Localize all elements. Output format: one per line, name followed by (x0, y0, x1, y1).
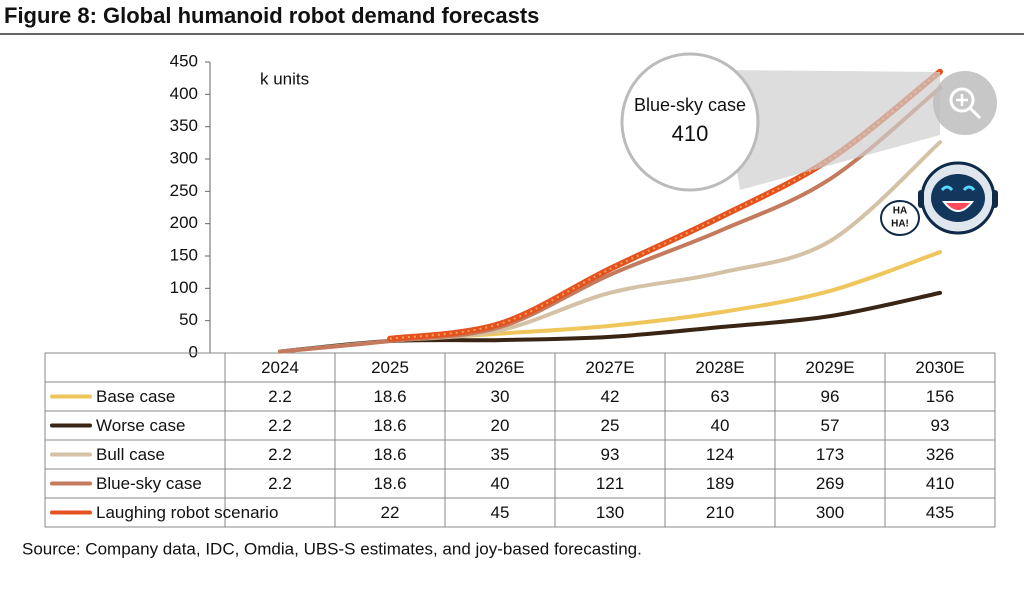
callout-wedge (720, 70, 940, 190)
x-tick-label: 2029E (805, 358, 854, 377)
callout-value: 410 (672, 121, 709, 146)
table-value: 45 (491, 503, 510, 522)
table-value: 269 (816, 474, 844, 493)
speech-bubble: HA HA! (880, 200, 920, 236)
y-tick-label: 50 (179, 310, 198, 329)
y-tick-label: 350 (170, 116, 198, 135)
table-value: 35 (491, 445, 510, 464)
zoom-icon (949, 87, 975, 113)
y-tick-label: 450 (170, 51, 198, 70)
legend-label: Worse case (96, 416, 185, 435)
table-value: 40 (491, 474, 510, 493)
table-value: 93 (601, 445, 620, 464)
table-value: 156 (926, 387, 954, 406)
legend-label: Laughing robot scenario (96, 503, 278, 522)
table-value: 20 (491, 416, 510, 435)
table-value: 40 (711, 416, 730, 435)
y-tick-label: 200 (170, 213, 198, 232)
table-value: 18.6 (373, 387, 406, 406)
table-value: 326 (926, 445, 954, 464)
x-tick-label: 2027E (585, 358, 634, 377)
table-value: 2.2 (268, 416, 292, 435)
robot-emoji (918, 161, 998, 235)
table-value: 435 (926, 503, 954, 522)
y-tick-label: 100 (170, 278, 198, 297)
chart-title: Figure 8: Global humanoid robot demand f… (4, 3, 539, 28)
callout-circle (620, 52, 760, 192)
bubble-text: HA (893, 206, 907, 217)
table-value: 30 (491, 387, 510, 406)
table-value: 18.6 (373, 474, 406, 493)
table-value: 25 (601, 416, 620, 435)
x-tick-label: 2026E (475, 358, 524, 377)
table-value: 410 (926, 474, 954, 493)
table-value: 18.6 (373, 445, 406, 464)
table-value: 96 (821, 387, 840, 406)
x-tick-label: 2028E (695, 358, 744, 377)
table-value: 2.2 (268, 445, 292, 464)
table-value: 18.6 (373, 416, 406, 435)
legend-label: Base case (96, 387, 175, 406)
table-value: 63 (711, 387, 730, 406)
x-tick-label: 2030E (915, 358, 964, 377)
table-value: 2.2 (268, 387, 292, 406)
y-axis-label: k units (260, 69, 309, 88)
source-note: Source: Company data, IDC, Omdia, UBS-S … (22, 539, 642, 558)
table-value: 210 (706, 503, 734, 522)
table-value: 124 (706, 445, 734, 464)
y-tick-label: 0 (189, 342, 198, 361)
zoom-icon (968, 106, 982, 120)
y-tick-label: 150 (170, 245, 198, 264)
table-value: 130 (596, 503, 624, 522)
table-value: 300 (816, 503, 844, 522)
y-tick-label: 250 (170, 181, 198, 200)
table-value: 42 (601, 387, 620, 406)
table-value: 173 (816, 445, 844, 464)
callout-label: Blue-sky case (634, 95, 746, 115)
table-value: 2.2 (268, 474, 292, 493)
table-value: 93 (931, 416, 950, 435)
table-value: 121 (596, 474, 624, 493)
table-value: 57 (821, 416, 840, 435)
x-tick-label: 2024 (261, 358, 299, 377)
bubble-text: HA! (891, 219, 909, 230)
legend-label: Blue-sky case (96, 474, 202, 493)
table-value: 189 (706, 474, 734, 493)
zoom-button[interactable] (933, 71, 997, 135)
y-tick-label: 300 (170, 148, 198, 167)
table-value: 22 (381, 503, 400, 522)
legend-label: Bull case (96, 445, 165, 464)
x-tick-label: 2025 (371, 358, 409, 377)
y-tick-label: 400 (170, 84, 198, 103)
